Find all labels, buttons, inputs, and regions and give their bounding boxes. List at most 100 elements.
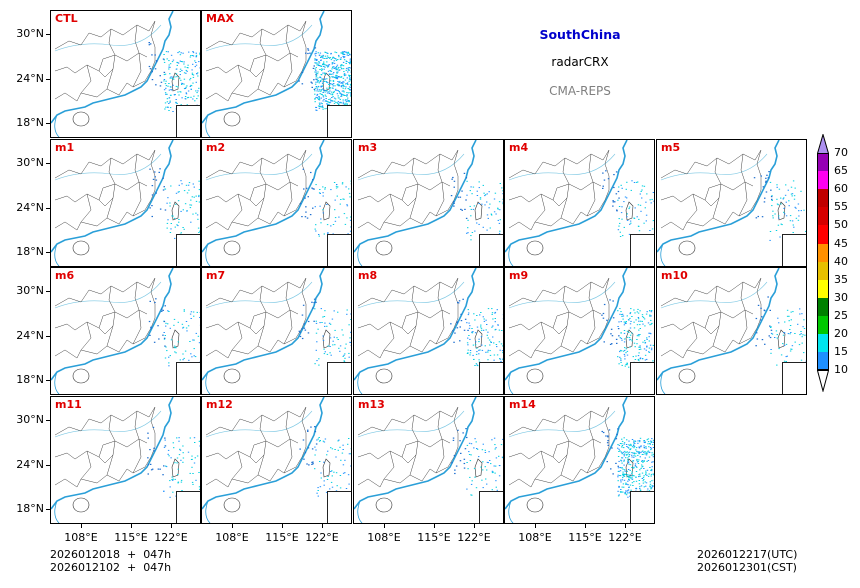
- colorbar-segment: [817, 189, 829, 208]
- map-canvas: [51, 140, 200, 266]
- panel-label: MAX: [206, 12, 234, 25]
- colorbar-extend-min: [817, 370, 829, 393]
- map-canvas: [354, 140, 503, 266]
- map-panel-m9: m9: [504, 267, 655, 395]
- lat-tick-label: 30°N: [16, 413, 44, 426]
- map-panel-m4: m4: [504, 139, 655, 267]
- map-panel-m11: m11: [50, 396, 201, 524]
- lat-tick-label: 24°N: [16, 72, 44, 85]
- panel-label: m9: [509, 269, 529, 282]
- panel-label: m13: [358, 398, 385, 411]
- region-title: SouthChina: [539, 27, 621, 42]
- lat-tick-mark: [46, 163, 50, 164]
- map-panel-m8: m8: [353, 267, 504, 395]
- lon-tick-label: 122°E: [457, 531, 491, 544]
- south-china-sea-inset: [176, 105, 200, 137]
- lon-tick-mark: [625, 524, 626, 528]
- panel-label: m3: [358, 141, 378, 154]
- lon-tick-label: 115°E: [265, 531, 299, 544]
- lat-tick-mark: [46, 252, 50, 253]
- lon-tick-mark: [282, 524, 283, 528]
- south-china-sea-inset: [176, 491, 200, 523]
- lon-tick-label: 122°E: [305, 531, 339, 544]
- panel-label: m1: [55, 141, 75, 154]
- colorbar-tick-label: 50: [834, 218, 848, 232]
- panel-label: m11: [55, 398, 82, 411]
- map-canvas: [202, 397, 351, 523]
- panel-label: m2: [206, 141, 226, 154]
- south-china-sea-inset: [782, 362, 806, 394]
- colorbar-segment: [817, 352, 829, 371]
- lon-tick-label: 115°E: [417, 531, 451, 544]
- colorbar-segment: [817, 225, 829, 244]
- map-panel-m14: m14: [504, 396, 655, 524]
- colorbar-tick-label: 70: [834, 146, 848, 159]
- colorbar-tick-label: 65: [834, 164, 848, 178]
- variable-title: radarCRX: [551, 55, 609, 69]
- colorbar-segment: [817, 315, 829, 335]
- south-china-sea-inset: [327, 491, 351, 523]
- lon-tick-mark: [322, 524, 323, 528]
- south-china-sea-inset: [327, 105, 351, 137]
- colorbar-segment: [817, 297, 829, 317]
- lat-tick-label: 18°N: [16, 502, 44, 515]
- panel-label: m14: [509, 398, 536, 411]
- map-canvas: [202, 268, 351, 394]
- map-canvas: [354, 268, 503, 394]
- lat-tick-mark: [46, 336, 50, 337]
- colorbar-tick-label: 35: [834, 272, 848, 286]
- south-china-sea-inset: [630, 491, 654, 523]
- lon-tick-label: 122°E: [154, 531, 188, 544]
- lat-tick-mark: [46, 420, 50, 421]
- south-china-sea-inset: [327, 234, 351, 266]
- colorbar-segment: [817, 261, 829, 281]
- lat-tick-label: 18°N: [16, 373, 44, 386]
- south-china-sea-inset: [630, 362, 654, 394]
- colorbar-tick-label: 25: [834, 308, 848, 322]
- lon-tick-mark: [81, 524, 82, 528]
- colorbar-segment: [817, 207, 829, 226]
- model-title: CMA-REPS: [549, 84, 611, 98]
- lat-tick-label: 24°N: [16, 458, 44, 471]
- panel-label: m7: [206, 269, 226, 282]
- colorbar-segment: [817, 334, 829, 353]
- valid-time-utc: 2026012217(UTC): [697, 548, 798, 561]
- lon-tick-label: 115°E: [114, 531, 148, 544]
- lat-tick-label: 24°N: [16, 201, 44, 214]
- lon-tick-mark: [585, 524, 586, 528]
- init-time-utc: 2026012018 + 047h: [50, 548, 172, 561]
- panel-label: m6: [55, 269, 75, 282]
- map-canvas: [505, 268, 654, 394]
- panel-label: m5: [661, 141, 681, 154]
- south-china-sea-inset: [479, 362, 503, 394]
- lon-tick-mark: [131, 524, 132, 528]
- colorbar-tick-label: 55: [834, 200, 848, 214]
- colorbar-segment: [817, 279, 829, 299]
- lat-tick-label: 30°N: [16, 27, 44, 40]
- south-china-sea-inset: [327, 362, 351, 394]
- south-china-sea-inset: [630, 234, 654, 266]
- colorbar-frame: [817, 153, 829, 371]
- map-panel-m7: m7: [201, 267, 352, 395]
- lon-tick-label: 115°E: [568, 531, 602, 544]
- lat-tick-label: 30°N: [16, 156, 44, 169]
- lon-tick-label: 122°E: [608, 531, 642, 544]
- map-panel-max: MAX: [201, 10, 352, 138]
- lon-tick-label: 108°E: [367, 531, 401, 544]
- colorbar-tick-label: 20: [834, 327, 848, 340]
- colorbar-tick-label: 10: [834, 363, 848, 377]
- lon-tick-label: 108°E: [215, 531, 249, 544]
- lon-tick-mark: [535, 524, 536, 528]
- south-china-sea-inset: [782, 234, 806, 266]
- lat-tick-mark: [46, 79, 50, 80]
- lon-tick-mark: [232, 524, 233, 528]
- colorbar-segment: [817, 171, 829, 190]
- lon-tick-mark: [474, 524, 475, 528]
- map-panel-ctl: CTL: [50, 10, 201, 138]
- panel-label: m8: [358, 269, 378, 282]
- south-china-sea-inset: [479, 491, 503, 523]
- lat-tick-label: 18°N: [16, 116, 44, 129]
- map-canvas: [51, 11, 200, 137]
- map-panel-m5: m5: [656, 139, 807, 267]
- colorbar-extend-max: [817, 134, 829, 154]
